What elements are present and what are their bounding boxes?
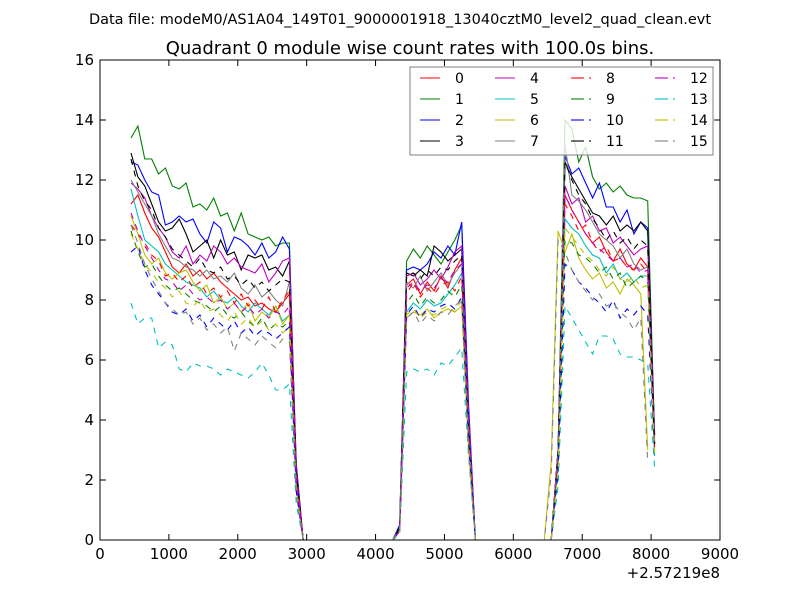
y-tick-label: 10 [75,231,94,249]
legend-item-4: 4 [495,71,539,87]
series-line-14 [130,226,656,540]
legend-frame [409,66,714,156]
legend-label: 3 [455,134,464,150]
chart-title: Quadrant 0 module wise count rates with … [166,38,655,59]
series-line-4 [130,182,656,540]
legend-label: 14 [690,113,708,129]
series-15 [130,224,649,540]
legend-label: 2 [455,113,464,129]
series-layer [130,118,656,540]
legend-item-7: 7 [495,134,539,150]
series-line-11 [130,158,656,540]
x-tick-label: 9000 [701,545,739,563]
legend-label: 7 [530,134,539,150]
legend-item-2: 2 [420,113,464,129]
y-tick-label: 4 [84,411,94,429]
legend-item-12: 12 [655,71,708,87]
legend-label: 4 [530,71,539,87]
series-line-13 [130,302,656,540]
series-1 [130,118,656,540]
series-5 [130,188,656,540]
legend-item-0: 0 [420,71,464,87]
y-tick-label: 8 [84,291,94,309]
legend-item-6: 6 [495,113,539,129]
series-line-2 [130,155,656,540]
series-13 [130,302,656,540]
legend-item-8: 8 [571,71,615,87]
x-tick-label: 5000 [425,545,463,563]
series-6 [130,215,649,540]
legend-item-10: 10 [571,113,624,129]
legend-label: 1 [455,92,464,108]
legend-item-9: 9 [571,92,615,108]
legend-label: 9 [606,92,615,108]
legend-item-13: 13 [655,92,708,108]
series-line-1 [130,118,656,540]
legend-item-14: 14 [655,113,708,129]
legend-item-15: 15 [655,134,708,150]
series-10 [130,245,656,540]
legend-item-5: 5 [495,92,539,108]
legend-label: 15 [690,134,708,150]
legend-item-3: 3 [420,134,464,150]
x-tick-label: 1000 [150,545,188,563]
series-4 [130,182,656,540]
legend-item-1: 1 [420,92,464,108]
series-line-10 [130,245,656,540]
x-tick-label: 7000 [563,545,601,563]
x-offset-label: +2.57219e8 [627,564,720,582]
series-9 [130,230,656,540]
series-line-15 [130,224,649,540]
series-3 [130,152,656,540]
x-tick-label: 0 [95,545,105,563]
series-line-5 [130,188,656,540]
axis-ticks: 0 1000 2000 3000 4000 5000 6000 7000 8000 9000 0 2 4… [75,51,739,563]
y-tick-label: 16 [75,51,94,69]
legend-item-11: 11 [571,134,624,150]
legend-label: 0 [455,71,464,87]
x-tick-label: 2000 [219,545,257,563]
y-tick-label: 14 [75,111,94,129]
y-tick-label: 2 [84,471,94,489]
y-tick-label: 0 [84,531,94,549]
series-8 [130,202,656,540]
x-tick-label: 4000 [356,545,394,563]
legend-label: 11 [606,134,624,150]
series-11 [130,158,656,540]
series-line-7 [130,143,656,540]
series-line-3 [130,152,656,540]
series-2 [130,155,656,540]
legend-label: 8 [606,71,615,87]
legend-label: 5 [530,92,539,108]
legend-label: 6 [530,113,539,129]
y-tick-label: 6 [84,351,94,369]
series-7 [130,143,656,540]
x-tick-label: 8000 [632,545,670,563]
x-tick-label: 3000 [288,545,326,563]
series-line-9 [130,230,656,540]
series-line-8 [130,202,656,540]
series-line-12 [130,194,656,540]
x-tick-label: 6000 [494,545,532,563]
chart-suptitle: Data file: modeM0/AS1A04_149T01_90000019… [89,12,711,28]
legend-label: 12 [690,71,708,87]
series-14 [130,226,656,540]
legend-label: 10 [606,113,624,129]
series-line-6 [130,215,649,540]
legend-label: 13 [690,92,708,108]
y-tick-label: 12 [75,171,94,189]
series-12 [130,194,656,540]
